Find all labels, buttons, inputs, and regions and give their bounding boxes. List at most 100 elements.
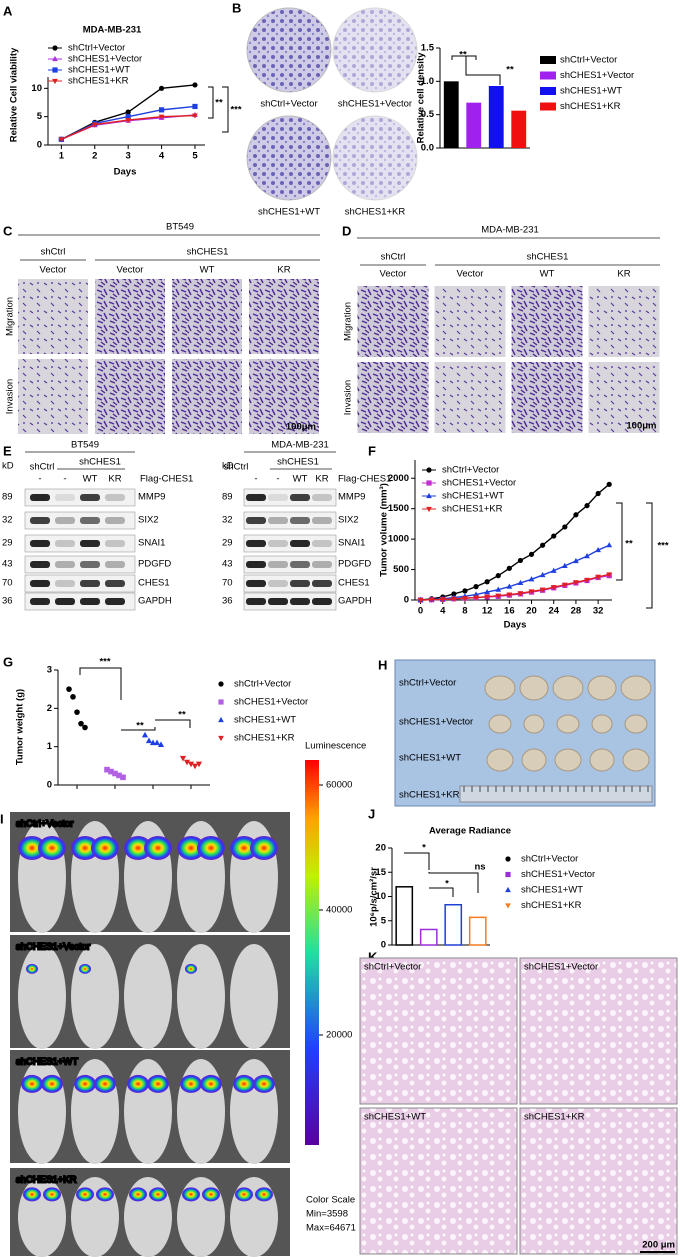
point	[158, 85, 165, 91]
legend-label: shCHES1+WT	[521, 885, 583, 896]
band	[105, 580, 125, 587]
signal	[21, 1074, 43, 1093]
y-tick-label: 10	[375, 891, 386, 902]
y-tick-label: 1.0	[421, 76, 434, 87]
micrograph	[249, 279, 319, 354]
size-marker: 29	[2, 538, 13, 549]
point	[495, 573, 501, 579]
signal	[94, 1074, 116, 1093]
y-axis-label: Tumor volume (mm³)	[379, 483, 390, 577]
column-label: Vector	[380, 269, 407, 280]
size-marker: 32	[222, 515, 233, 526]
bar	[443, 81, 459, 148]
tumor	[488, 714, 512, 734]
legend-marker	[52, 45, 58, 51]
y-tick-label: 2	[47, 703, 52, 714]
panel-letter: C	[3, 223, 13, 238]
y-tick-label: 500	[393, 564, 409, 575]
point	[439, 597, 446, 603]
panel-letter: A	[3, 3, 13, 18]
band	[55, 598, 75, 605]
protein-label: GAPDH	[138, 596, 172, 607]
signal	[144, 836, 172, 860]
column-label: Vector	[457, 269, 484, 280]
bar	[444, 903, 463, 946]
blot-title: BT549	[71, 440, 99, 451]
band	[55, 580, 75, 587]
panel-letter: F	[368, 443, 376, 458]
row-label: Invasion	[5, 379, 16, 414]
series-line	[420, 544, 610, 601]
y-tick-label: 15	[375, 867, 386, 878]
legend-marker	[218, 735, 224, 742]
legend-marker	[218, 699, 224, 705]
point	[183, 759, 191, 766]
point	[606, 481, 612, 487]
column-label: Vector	[117, 265, 144, 276]
bracket	[465, 56, 501, 85]
band	[55, 494, 75, 501]
y-tick-label: 0	[381, 940, 386, 951]
y-tick-label: 2000	[388, 473, 409, 484]
x-tick-label: 8	[462, 606, 467, 617]
signal	[79, 963, 91, 974]
band	[105, 494, 125, 501]
histology-image	[359, 1107, 518, 1255]
tumor-group-label: shCHES1+Vector	[399, 717, 473, 728]
signal	[26, 963, 38, 974]
legend-label: shCtrl+Vector	[521, 854, 578, 865]
mouse	[71, 944, 119, 1049]
legend-swatch	[540, 102, 556, 111]
mouse	[230, 1177, 278, 1257]
band	[246, 598, 266, 605]
band	[268, 598, 288, 605]
x-tick-label: 20	[526, 606, 537, 617]
signal	[185, 963, 197, 974]
legend-label: shCHES1+KR	[521, 900, 582, 911]
band	[80, 598, 100, 605]
mouse	[230, 944, 278, 1049]
legend-marker	[505, 903, 511, 909]
band	[30, 561, 50, 568]
legend-marker	[505, 871, 511, 878]
y-axis-label: 10⁶p/s/cm²/sr	[369, 867, 380, 927]
legend-swatch	[540, 71, 556, 80]
colorbar-tick-label: 20000	[326, 1030, 352, 1041]
mouse	[71, 1177, 119, 1257]
y-tick-label: 0	[47, 780, 52, 791]
band	[80, 580, 100, 587]
y-tick-label: 0.0	[421, 143, 434, 154]
legend-label: shCHES1+Vector	[560, 70, 634, 81]
point	[484, 594, 491, 600]
band	[290, 561, 310, 568]
band	[55, 540, 75, 547]
scale-max: Max=64671	[306, 1223, 356, 1234]
panel-letter: J	[368, 806, 375, 821]
tumor	[521, 748, 547, 772]
mouse	[230, 1059, 278, 1164]
point	[141, 731, 149, 738]
micrograph	[172, 359, 242, 434]
tumor	[556, 714, 580, 734]
micrograph	[172, 279, 242, 354]
protein-label: PDGFD	[338, 559, 371, 570]
band	[80, 517, 100, 524]
row-label: Invasion	[343, 380, 354, 415]
band	[290, 540, 310, 547]
signal	[127, 1074, 149, 1093]
tumor	[587, 675, 617, 701]
point	[562, 524, 568, 530]
block-title: BT549	[166, 222, 194, 233]
annotation: *	[422, 843, 426, 854]
bar	[466, 102, 482, 148]
band	[290, 598, 310, 605]
point	[125, 117, 132, 124]
point	[595, 546, 601, 553]
point	[195, 761, 203, 768]
group-label: shCtrl	[41, 247, 66, 258]
mouse	[177, 944, 225, 1049]
plate-label: shCHES1+Vector	[338, 99, 412, 110]
point	[112, 770, 118, 777]
size-marker: 70	[2, 578, 13, 589]
